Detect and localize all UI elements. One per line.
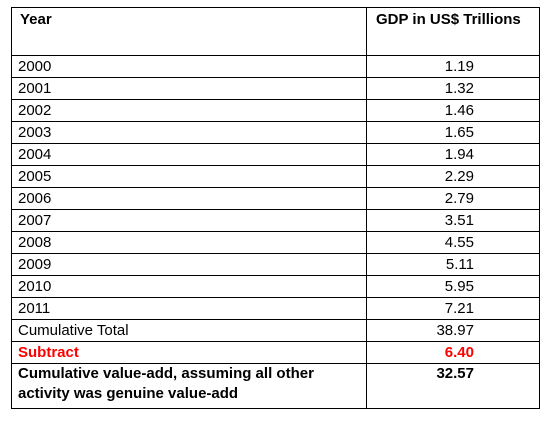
subtract-label: Subtract bbox=[11, 341, 367, 364]
cumulative-total-value: 38.97 bbox=[366, 319, 540, 342]
table-row: 2010 5.95 bbox=[11, 275, 540, 298]
year-cell: 2005 bbox=[11, 165, 367, 188]
gdp-cell: 5.95 bbox=[366, 275, 540, 298]
year-cell: 2003 bbox=[11, 121, 367, 144]
subtract-value: 6.40 bbox=[366, 341, 540, 364]
cumulative-value-add-row: Cumulative value-add, assuming all other… bbox=[11, 363, 540, 409]
year-cell: 2000 bbox=[11, 55, 367, 78]
year-cell: 2006 bbox=[11, 187, 367, 210]
year-cell: 2008 bbox=[11, 231, 367, 254]
gdp-cell: 1.32 bbox=[366, 77, 540, 100]
gdp-cell: 2.29 bbox=[366, 165, 540, 188]
year-cell: 2001 bbox=[11, 77, 367, 100]
table-row: 2001 1.32 bbox=[11, 77, 540, 100]
table-row: 2006 2.79 bbox=[11, 187, 540, 210]
table-header-row: Year GDP in US$ Trillions bbox=[11, 7, 540, 56]
gdp-cell: 1.46 bbox=[366, 99, 540, 122]
table-row: 2008 4.55 bbox=[11, 231, 540, 254]
year-column-header: Year bbox=[11, 7, 367, 56]
cumulative-value-add-label: Cumulative value-add, assuming all other… bbox=[11, 363, 367, 409]
year-cell: 2009 bbox=[11, 253, 367, 276]
year-cell: 2002 bbox=[11, 99, 367, 122]
table-row: 2004 1.94 bbox=[11, 143, 540, 166]
gdp-cell: 1.94 bbox=[366, 143, 540, 166]
year-cell: 2007 bbox=[11, 209, 367, 232]
gdp-cell: 2.79 bbox=[366, 187, 540, 210]
table-row: 2009 5.11 bbox=[11, 253, 540, 276]
table-row: 2002 1.46 bbox=[11, 99, 540, 122]
table-row: 2007 3.51 bbox=[11, 209, 540, 232]
table-row: 2003 1.65 bbox=[11, 121, 540, 144]
table-row: 2000 1.19 bbox=[11, 55, 540, 78]
year-cell: 2004 bbox=[11, 143, 367, 166]
gdp-table-body: Year GDP in US$ Trillions 2000 1.19 2001… bbox=[11, 7, 540, 409]
gdp-cell: 3.51 bbox=[366, 209, 540, 232]
cumulative-total-label: Cumulative Total bbox=[11, 319, 367, 342]
gdp-cell: 1.19 bbox=[366, 55, 540, 78]
table-row: 2005 2.29 bbox=[11, 165, 540, 188]
gdp-table: Year GDP in US$ Trillions 2000 1.19 2001… bbox=[11, 7, 540, 409]
cumulative-total-row: Cumulative Total 38.97 bbox=[11, 319, 540, 342]
gdp-cell: 4.55 bbox=[366, 231, 540, 254]
cumulative-value-add-value: 32.57 bbox=[366, 363, 540, 409]
table-row: 2011 7.21 bbox=[11, 297, 540, 320]
year-cell: 2010 bbox=[11, 275, 367, 298]
gdp-cell: 5.11 bbox=[366, 253, 540, 276]
gdp-cell: 1.65 bbox=[366, 121, 540, 144]
gdp-cell: 7.21 bbox=[366, 297, 540, 320]
subtract-row: Subtract 6.40 bbox=[11, 341, 540, 364]
year-cell: 2011 bbox=[11, 297, 367, 320]
gdp-column-header: GDP in US$ Trillions bbox=[366, 7, 540, 56]
